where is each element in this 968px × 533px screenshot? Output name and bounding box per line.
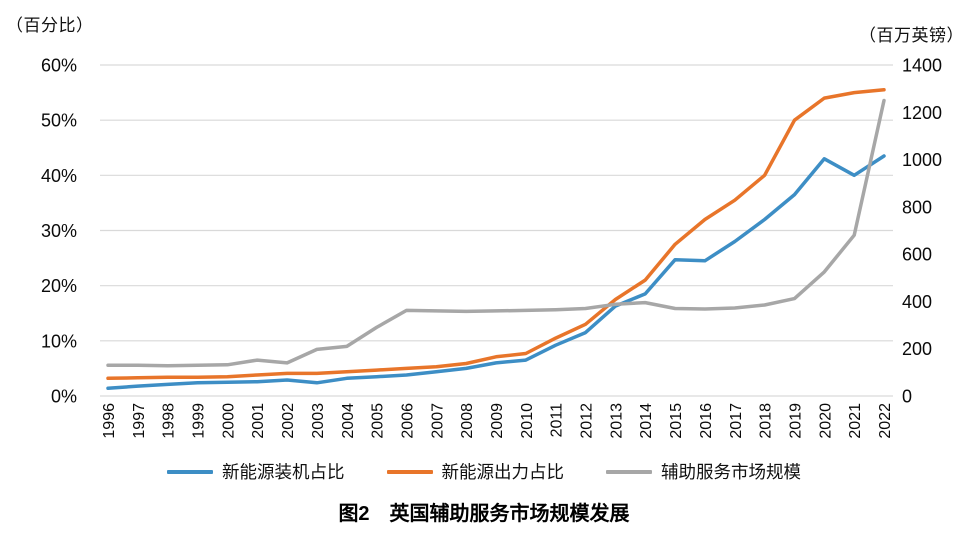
x-axis-year-label: 2010 (519, 403, 536, 439)
x-axis-year-label: 2005 (370, 403, 387, 439)
legend-label-output-share: 新能源出力占比 (441, 462, 565, 482)
x-axis-year-label: 2012 (579, 403, 596, 439)
x-axis-year-label: 1997 (131, 403, 148, 439)
legend-item-ancillary-market-size: 辅助服务市场规模 (606, 459, 801, 484)
legend-swatch-installed-capacity-share (167, 469, 213, 474)
x-axis-year-label: 2022 (877, 403, 894, 439)
x-axis-year-label: 1999 (191, 403, 208, 439)
left-axis-tick-label: 0% (51, 387, 77, 407)
right-axis-tick-label: 1400 (902, 56, 942, 76)
x-axis-year-label: 2008 (459, 403, 476, 439)
right-axis-tick-label: 1000 (902, 150, 942, 170)
x-axis-year-label: 2017 (728, 403, 745, 439)
x-axis-year-label: 2021 (847, 403, 864, 439)
legend-item-output-share: 新能源出力占比 (386, 459, 565, 484)
x-axis-year-label: 2011 (549, 403, 566, 438)
right-axis-tick-label: 200 (902, 339, 932, 359)
left-axis-unit-label: （百分比） (6, 16, 94, 35)
x-axis-year-label: 2006 (399, 403, 416, 439)
legend-label-installed-capacity-share: 新能源装机占比 (222, 462, 345, 482)
legend-label-ancillary-market-size: 辅助服务市场规模 (661, 462, 801, 482)
left-axis-tick-label: 60% (41, 56, 77, 76)
left-axis-tick-label: 20% (41, 276, 77, 296)
chart-legend: 新能源装机占比 新能源出力占比 辅助服务市场规模 (0, 459, 968, 484)
legend-item-installed-capacity-share: 新能源装机占比 (167, 459, 345, 484)
x-axis-year-label: 2001 (250, 403, 267, 439)
x-axis-ticks: 1996 1997 1998 1999 2000 2001 2002 2003 2004 2005… (101, 403, 894, 439)
gridlines (100, 64, 893, 397)
x-axis-year-label: 2018 (758, 403, 775, 439)
x-axis-year-label: 2003 (310, 403, 327, 439)
right-axis-tick-label: 0 (902, 387, 912, 407)
figure-caption: 图2 英国辅助服务市场规模发展 (338, 503, 630, 525)
x-axis-year-label: 2002 (280, 403, 297, 439)
right-axis-ticks: 0 200 400 600 800 1000 1200 1400 (902, 56, 942, 407)
x-axis-year-label: 2004 (340, 403, 357, 439)
x-axis-year-label: 2007 (429, 403, 446, 439)
series-line-ancillary-market-size (106, 98, 886, 368)
left-axis-tick-label: 10% (41, 331, 77, 351)
left-axis-tick-label: 50% (41, 111, 77, 131)
right-axis-unit-label: （百万英镑） (859, 26, 964, 45)
right-axis-tick-label: 600 (902, 245, 932, 265)
x-axis-year-label: 2015 (668, 403, 685, 439)
line-chart: 0% 10% 20% 30% 40% 50% 60% 0 200 400 600 800 1000 120… (41, 56, 942, 439)
x-axis-year-label: 2020 (817, 403, 834, 439)
x-axis-year-label: 2000 (220, 403, 237, 439)
right-axis-tick-label: 400 (902, 292, 932, 312)
left-axis-ticks: 0% 10% 20% 30% 40% 50% 60% (41, 56, 77, 407)
right-axis-tick-label: 800 (902, 197, 932, 217)
x-axis-year-label: 1998 (161, 403, 178, 439)
legend-swatch-ancillary-market-size (606, 469, 652, 474)
x-axis-year-label: 2009 (489, 403, 506, 439)
left-axis-tick-label: 30% (41, 221, 77, 241)
x-axis-year-label: 2016 (698, 403, 715, 439)
right-axis-tick-label: 1200 (902, 103, 942, 123)
legend-swatch-output-share (386, 469, 433, 474)
x-axis-year-label: 2019 (787, 403, 804, 439)
series-line-output-share (106, 88, 886, 381)
x-axis-year-label: 1996 (101, 403, 118, 439)
series-line-installed-capacity-share (106, 154, 886, 391)
x-axis-year-label: 2014 (638, 403, 655, 439)
left-axis-tick-label: 40% (41, 166, 77, 186)
x-axis-year-label: 2013 (608, 403, 625, 439)
